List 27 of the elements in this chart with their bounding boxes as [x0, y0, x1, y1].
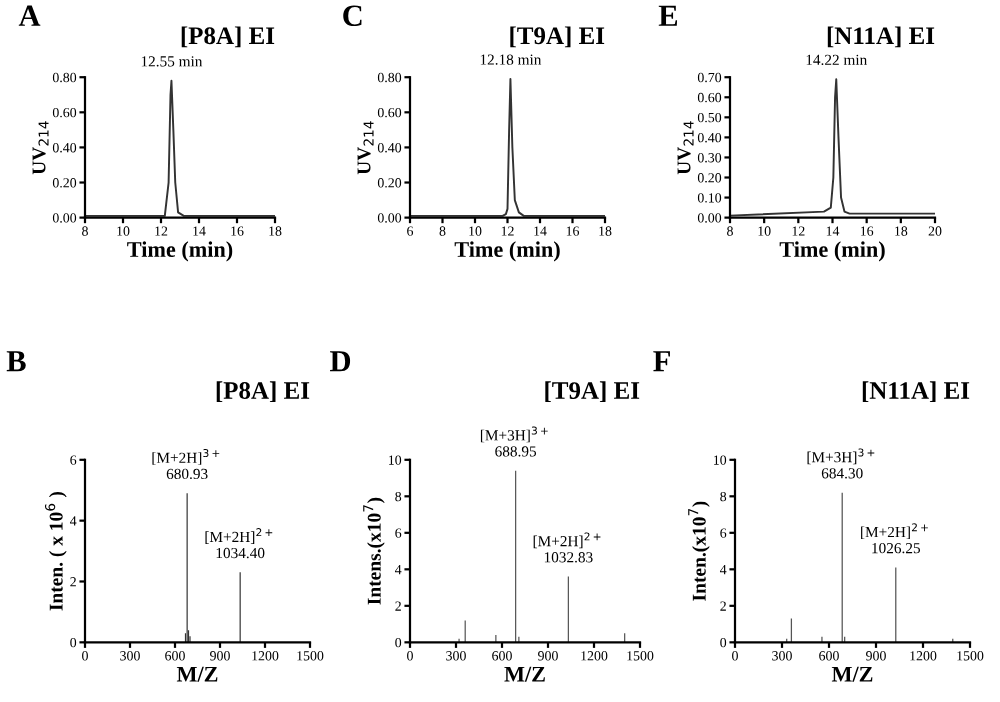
text: C: [343, 5, 362, 27]
x-axis-title: Time (min): [779, 241, 885, 262]
y-axis-title: UV$_{214}$: [677, 121, 694, 175]
text: F: [653, 351, 670, 372]
y-axis-title: UV$_{214}$: [32, 121, 49, 175]
chart-title: [P8A] EI: [181, 26, 275, 48]
chart-title: [T9A] EI: [510, 26, 605, 48]
x-axis-title: M/Z: [176, 666, 218, 682]
text: D: [330, 351, 351, 372]
chart-title: [N11A] EI: [862, 381, 970, 403]
y-axis-title: Inten.(x10$^{7}$): [688, 501, 710, 601]
text: A: [18, 5, 41, 26]
x-axis-title: Time (min): [454, 241, 560, 262]
y-axis-title: Intens.(x10$^{7}$): [363, 497, 385, 605]
y-axis-title: Inten. ( x 10$^{6}$ ): [44, 491, 67, 611]
x-axis-title: M/Z: [504, 666, 545, 682]
chart-title: [T9A] EI: [545, 381, 640, 403]
line-series: [85, 79, 275, 217]
chart-title: [P8A] EI: [216, 381, 310, 403]
line-series: [730, 78, 935, 217]
text: E: [658, 5, 678, 26]
y-axis-title: UV$_{214}$: [357, 121, 374, 175]
line-series: [410, 78, 605, 217]
x-axis-title: Time (min): [127, 241, 233, 262]
chart-title: [N11A] EI: [827, 26, 935, 48]
x-axis-title: M/Z: [831, 666, 873, 682]
text: B: [6, 351, 26, 372]
